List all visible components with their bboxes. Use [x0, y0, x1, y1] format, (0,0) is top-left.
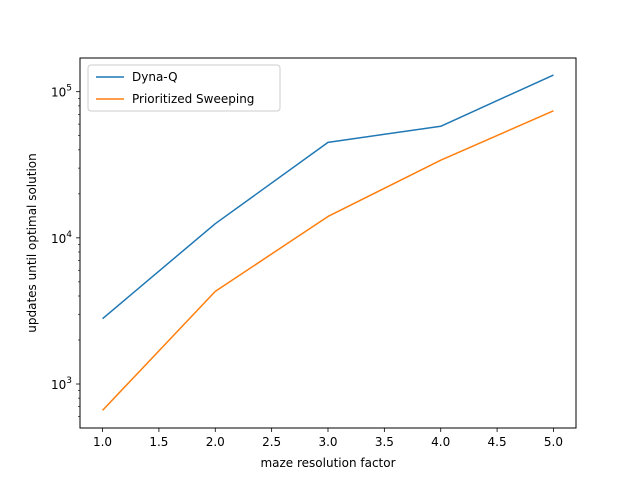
legend-label-0: Dyna-Q: [132, 70, 178, 84]
x-tick-label: 3.5: [375, 435, 394, 449]
legend-label-1: Prioritized Sweeping: [132, 92, 254, 106]
x-tick-label: 5.0: [544, 435, 563, 449]
y-tick-label: 103: [51, 376, 72, 392]
legend-box: [87, 64, 281, 112]
y-axis-ticks: 103 104 105: [51, 84, 80, 417]
y-tick-label: 105: [51, 84, 72, 100]
x-tick-label: 4.0: [431, 435, 450, 449]
plot-area: [80, 58, 576, 428]
plot-frame: [79, 57, 577, 429]
y-axis-label: updates until optimal solution: [25, 153, 39, 332]
x-tick-label: 2.0: [206, 435, 225, 449]
x-tick-label: 4.5: [488, 435, 507, 449]
y-tick-label: 104: [51, 230, 72, 246]
x-axis-ticks: 1.0 1.5 2.0 2.5 3.0 3.5 4.0 4.5 5.0: [93, 428, 563, 449]
x-tick-label: 2.5: [262, 435, 281, 449]
x-tick-label: 1.0: [93, 435, 112, 449]
x-tick-label: 3.0: [318, 435, 337, 449]
x-axis-label: maze resolution factor: [260, 456, 395, 470]
series-line-0: [102, 74, 554, 320]
series-layer: [102, 74, 554, 411]
legend: Dyna-Q Prioritized Sweeping: [87, 64, 281, 112]
x-tick-label: 1.5: [149, 435, 168, 449]
series-line-1: [102, 110, 554, 411]
